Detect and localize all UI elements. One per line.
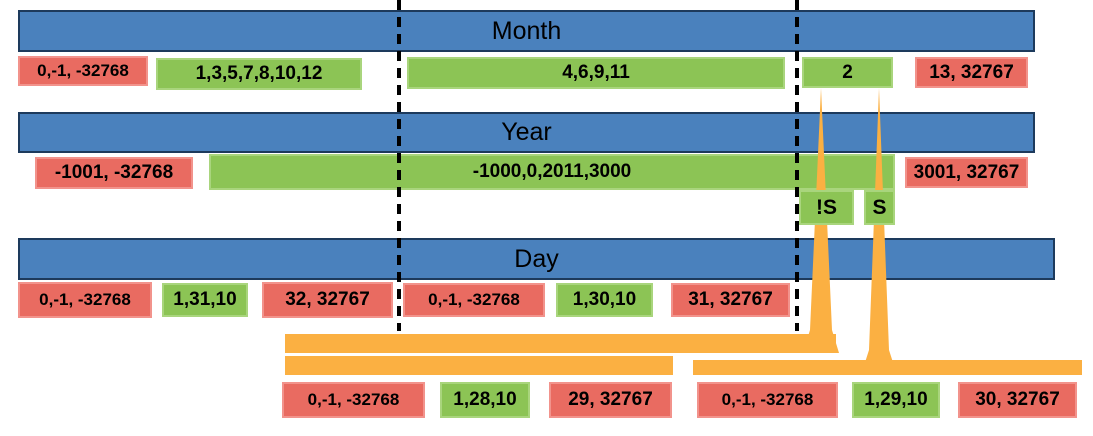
feb29-bracket-bar	[693, 360, 1082, 375]
month-class-invalid-low: 0,-1, -32768	[18, 56, 148, 86]
month-title: Month	[491, 16, 562, 45]
partition-divider-left	[397, 0, 401, 331]
month-class-31-day-months: 1,3,5,7,8,10,12	[156, 58, 362, 90]
feb-class-valid-29: 1,29,10	[852, 382, 940, 418]
year-class-valid: -1000,0,2011,3000	[209, 154, 895, 190]
day-class-invalid-low-30: 0,-1, -32768	[403, 283, 545, 317]
feb-class-invalid-high-29: 30, 32767	[958, 382, 1077, 418]
day-title: Day	[514, 244, 559, 273]
month-class-invalid-high: 13, 32767	[915, 57, 1028, 88]
feb28-bracket-bar	[285, 356, 673, 375]
flag-not-leap-year: !S	[799, 190, 854, 225]
partition-divider-right	[795, 0, 799, 331]
day-class-invalid-high-31: 32, 32767	[262, 282, 393, 318]
day-class-valid-30: 1,30,10	[556, 283, 653, 317]
year-class-invalid-high: 3001, 32767	[905, 157, 1028, 188]
feb-class-invalid-low-29: 0,-1, -32768	[697, 382, 838, 418]
month-class-february: 2	[802, 57, 893, 88]
feb28-connector-bar	[285, 334, 836, 353]
feb-class-invalid-high-28: 29, 32767	[549, 382, 672, 418]
day-bar: Day	[18, 238, 1055, 280]
feb-class-valid-28: 1,28,10	[440, 382, 530, 418]
day-class-valid-31: 1,31,10	[162, 283, 248, 317]
year-class-invalid-low: -1001, -32768	[35, 157, 193, 189]
year-bar: Year	[18, 112, 1035, 153]
month-bar: Month	[18, 10, 1035, 52]
day-class-invalid-high-30: 31, 32767	[671, 283, 790, 317]
day-class-invalid-low-31: 0,-1, -32768	[18, 282, 152, 318]
feb-class-invalid-low-28: 0,-1, -32768	[282, 382, 425, 418]
flag-leap-year: S	[864, 190, 895, 225]
year-title: Year	[501, 118, 552, 146]
month-class-30-day-months: 4,6,9,11	[407, 57, 785, 89]
